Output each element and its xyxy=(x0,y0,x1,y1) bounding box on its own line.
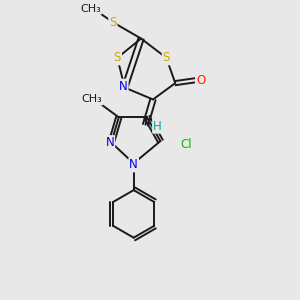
Text: S: S xyxy=(163,51,170,64)
Text: N: N xyxy=(119,80,128,93)
Text: O: O xyxy=(196,74,205,87)
Text: CH₃: CH₃ xyxy=(82,94,102,104)
Text: Cl: Cl xyxy=(180,138,192,151)
Text: N: N xyxy=(129,158,138,171)
Text: S: S xyxy=(114,51,121,64)
Text: S: S xyxy=(109,16,116,29)
Text: H: H xyxy=(153,120,162,133)
Text: CH₃: CH₃ xyxy=(80,4,101,14)
Text: N: N xyxy=(106,136,114,149)
